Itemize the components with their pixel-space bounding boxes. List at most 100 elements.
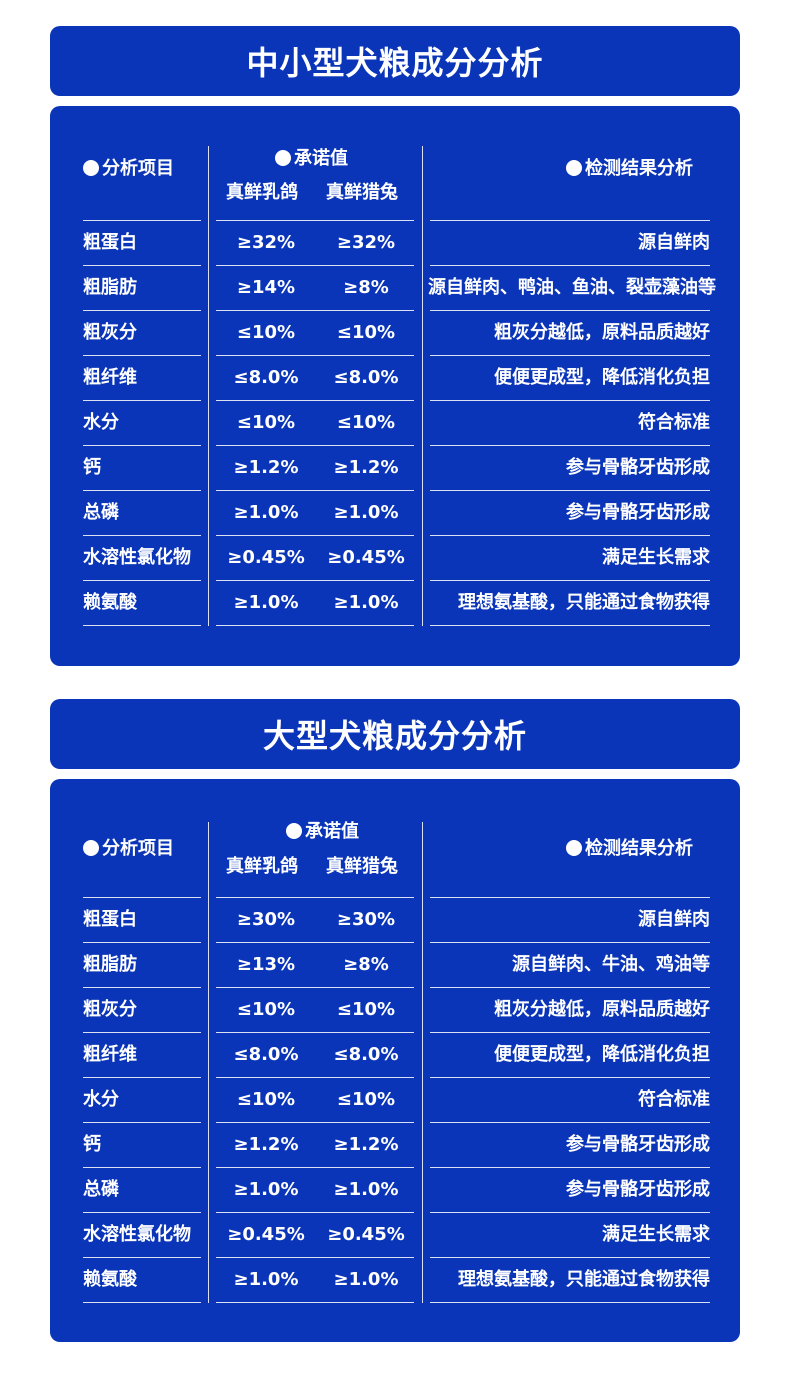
row-result: 粗灰分越低，原料品质越好 — [494, 999, 710, 1020]
row-name: 赖氨酸 — [83, 1269, 137, 1290]
row-value-flavor-2: ≤8.0% — [333, 367, 399, 388]
header-flavor-1: 真鲜乳鸽 — [226, 182, 298, 203]
header-item: 分析项目 — [83, 834, 174, 860]
row-value-flavor-1: ≤8.0% — [233, 1044, 299, 1065]
row-value-flavor-1: ≥0.45% — [227, 547, 305, 568]
section-title-text: 大型犬粮成分分析 — [262, 717, 527, 755]
header-flavor-2: 真鲜猎兔 — [326, 182, 398, 203]
analysis-table: 分析项目 承诺值 真鲜乳鸽 真鲜猎兔 检测结果分析 粗蛋白 ≥30% ≥30% … — [50, 779, 740, 1342]
table-row: 粗蛋白 ≥32% ≥32% 源自鲜肉 — [50, 220, 740, 265]
row-value-flavor-1: ≥30% — [236, 909, 296, 930]
row-name: 水分 — [83, 1089, 119, 1110]
row-value-flavor-1: ≥1.0% — [233, 502, 299, 523]
row-result: 源自鲜肉 — [638, 232, 710, 253]
row-result: 理想氨基酸，只能通过食物获得 — [458, 1269, 710, 1290]
row-value-flavor-2: ≥1.2% — [333, 1134, 399, 1155]
row-name: 水溶性氯化物 — [83, 547, 191, 568]
column-divider — [208, 822, 209, 1303]
row-result: 满足生长需求 — [602, 547, 710, 568]
row-value-flavor-1: ≥1.2% — [233, 1134, 299, 1155]
column-divider — [208, 146, 209, 626]
row-result: 符合标准 — [638, 412, 710, 433]
row-value-flavor-2: ≥0.45% — [327, 1224, 405, 1245]
row-value-flavor-2: ≤10% — [336, 322, 396, 343]
row-value-flavor-2: ≥8% — [343, 954, 389, 975]
row-value-flavor-2: ≥1.0% — [333, 1269, 399, 1290]
row-value-flavor-2: ≥1.2% — [333, 457, 399, 478]
section-title: 大型犬粮成分分析 — [50, 699, 740, 769]
column-divider — [422, 146, 423, 626]
header-flavor-2: 真鲜猎兔 — [326, 856, 398, 877]
table-row: 粗纤维 ≤8.0% ≤8.0% 便便更成型，降低消化负担 — [50, 355, 740, 400]
row-name: 钙 — [83, 457, 101, 478]
row-result: 参与骨骼牙齿形成 — [566, 1134, 710, 1155]
table-row: 粗灰分 ≤10% ≤10% 粗灰分越低，原料品质越好 — [50, 310, 740, 355]
row-value-flavor-1: ≥1.0% — [233, 592, 299, 613]
column-divider — [422, 822, 423, 1303]
table-row: 钙 ≥1.2% ≥1.2% 参与骨骼牙齿形成 — [50, 1122, 740, 1167]
row-result: 源自鲜肉、鸭油、鱼油、裂壶藻油等 — [428, 277, 716, 298]
row-name: 粗纤维 — [83, 367, 137, 388]
row-value-flavor-2: ≥1.0% — [333, 502, 399, 523]
row-result: 源自鲜肉、牛油、鸡油等 — [512, 954, 710, 975]
row-value-flavor-1: ≤10% — [236, 1089, 296, 1110]
row-name: 赖氨酸 — [83, 592, 137, 613]
row-value-flavor-1: ≤10% — [236, 322, 296, 343]
row-value-flavor-1: ≥32% — [236, 232, 296, 253]
bullet-icon — [83, 840, 99, 856]
table-bottom-rule — [83, 1302, 201, 1303]
row-result: 理想氨基酸，只能通过食物获得 — [458, 592, 710, 613]
table-row: 水溶性氯化物 ≥0.45% ≥0.45% 满足生长需求 — [50, 535, 740, 580]
row-value-flavor-1: ≥1.0% — [233, 1179, 299, 1200]
row-value-flavor-2: ≤10% — [336, 999, 396, 1020]
table-row: 总磷 ≥1.0% ≥1.0% 参与骨骼牙齿形成 — [50, 490, 740, 535]
table-row: 赖氨酸 ≥1.0% ≥1.0% 理想氨基酸，只能通过食物获得 — [50, 1257, 740, 1302]
row-value-flavor-2: ≥1.0% — [333, 1179, 399, 1200]
bullet-icon — [566, 840, 582, 856]
bullet-icon — [83, 160, 99, 176]
bullet-icon — [286, 823, 302, 839]
table-row: 水溶性氯化物 ≥0.45% ≥0.45% 满足生长需求 — [50, 1212, 740, 1257]
row-result: 参与骨骼牙齿形成 — [566, 457, 710, 478]
row-result: 便便更成型，降低消化负担 — [494, 1044, 710, 1065]
row-value-flavor-2: ≥8% — [343, 277, 389, 298]
row-result: 粗灰分越低，原料品质越好 — [494, 322, 710, 343]
table-bottom-rule — [430, 1302, 710, 1303]
table-row: 粗纤维 ≤8.0% ≤8.0% 便便更成型，降低消化负担 — [50, 1032, 740, 1077]
header-result: 检测结果分析 — [566, 154, 693, 180]
row-value-flavor-1: ≥0.45% — [227, 1224, 305, 1245]
row-value-flavor-1: ≤8.0% — [233, 367, 299, 388]
row-result: 参与骨骼牙齿形成 — [566, 502, 710, 523]
row-value-flavor-1: ≤10% — [236, 999, 296, 1020]
row-value-flavor-2: ≤10% — [336, 1089, 396, 1110]
row-name: 粗灰分 — [83, 999, 137, 1020]
row-value-flavor-2: ≥32% — [336, 232, 396, 253]
row-value-flavor-1: ≥1.2% — [233, 457, 299, 478]
header-promise: 承诺值 — [275, 144, 348, 170]
row-name: 粗灰分 — [83, 322, 137, 343]
row-result: 参与骨骼牙齿形成 — [566, 1179, 710, 1200]
row-value-flavor-1: ≥14% — [236, 277, 296, 298]
row-name: 总磷 — [83, 502, 119, 523]
table-row: 钙 ≥1.2% ≥1.2% 参与骨骼牙齿形成 — [50, 445, 740, 490]
row-value-flavor-1: ≥1.0% — [233, 1269, 299, 1290]
row-name: 粗纤维 — [83, 1044, 137, 1065]
row-value-flavor-2: ≤8.0% — [333, 1044, 399, 1065]
header-promise: 承诺值 — [286, 817, 359, 843]
row-name: 粗蛋白 — [83, 909, 137, 930]
row-result: 便便更成型，降低消化负担 — [494, 367, 710, 388]
table-row: 粗脂肪 ≥13% ≥8% 源自鲜肉、牛油、鸡油等 — [50, 942, 740, 987]
table-row: 水分 ≤10% ≤10% 符合标准 — [50, 1077, 740, 1122]
row-value-flavor-2: ≥0.45% — [327, 547, 405, 568]
row-value-flavor-2: ≤10% — [336, 412, 396, 433]
row-result: 符合标准 — [638, 1089, 710, 1110]
row-name: 总磷 — [83, 1179, 119, 1200]
row-value-flavor-2: ≥30% — [336, 909, 396, 930]
row-name: 水分 — [83, 412, 119, 433]
row-name: 粗脂肪 — [83, 277, 137, 298]
bullet-icon — [566, 160, 582, 176]
row-name: 钙 — [83, 1134, 101, 1155]
table-bottom-rule — [430, 625, 710, 626]
table-bottom-rule — [83, 625, 201, 626]
header-flavor-1: 真鲜乳鸽 — [226, 856, 298, 877]
